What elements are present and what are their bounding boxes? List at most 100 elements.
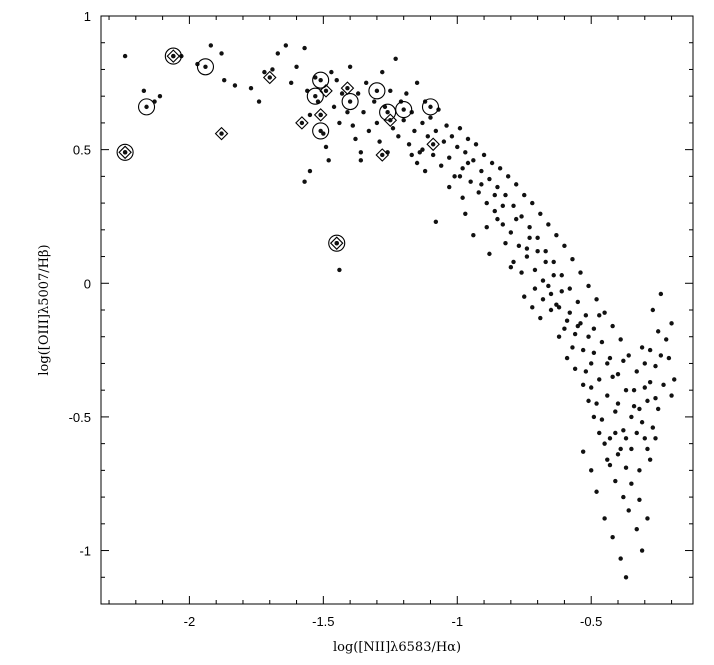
- data-point: [570, 257, 575, 262]
- data-point: [634, 526, 639, 532]
- data-point: [460, 195, 465, 200]
- data-point: [597, 377, 602, 382]
- data-point: [586, 283, 591, 289]
- data-point: [219, 51, 224, 56]
- circled-point-marker: [328, 234, 346, 252]
- data-point: [618, 556, 623, 561]
- data-point: [428, 104, 433, 110]
- data-point: [655, 406, 661, 412]
- diamond-point-marker: [295, 116, 309, 130]
- data-point: [203, 64, 208, 69]
- data-point: [449, 134, 455, 139]
- diamond-point-marker: [262, 70, 277, 85]
- data-point: [465, 136, 471, 142]
- data-point: [414, 80, 420, 86]
- data-point: [219, 131, 224, 136]
- data-point: [645, 516, 650, 521]
- data-point: [594, 297, 599, 302]
- data-point: [414, 160, 420, 166]
- data-point: [495, 184, 500, 190]
- data-point: [559, 273, 564, 278]
- data-point: [144, 104, 149, 110]
- data-point: [358, 150, 364, 155]
- data-point: [594, 489, 599, 494]
- data-point: [401, 107, 406, 112]
- data-point: [484, 200, 489, 206]
- data-point: [580, 449, 586, 454]
- data-point: [613, 409, 618, 414]
- circled-point-marker: [137, 98, 156, 116]
- data-point: [323, 88, 329, 94]
- data-point: [430, 142, 436, 147]
- data-point: [390, 126, 396, 131]
- circled-point-marker: [196, 58, 215, 76]
- data-point: [610, 323, 615, 329]
- data-point: [629, 414, 634, 420]
- data-point: [546, 222, 551, 227]
- data-point: [626, 353, 631, 358]
- data-point: [554, 232, 559, 238]
- data-point: [222, 77, 227, 83]
- data-point: [639, 345, 645, 350]
- circled-point-marker: [341, 92, 359, 111]
- y-tick-label: 0.5: [73, 143, 91, 158]
- diamond-point-marker: [319, 84, 333, 98]
- data-point: [500, 222, 506, 227]
- diamond-point-marker: [313, 108, 328, 122]
- data-point: [455, 144, 460, 150]
- data-point: [422, 168, 428, 174]
- diamond-point-marker: [214, 126, 229, 141]
- data-point: [366, 128, 372, 134]
- data-point: [489, 160, 495, 166]
- data-point: [535, 235, 540, 241]
- data-point: [572, 366, 578, 371]
- data-point: [380, 69, 385, 75]
- data-point: [647, 379, 653, 385]
- data-point: [492, 208, 497, 214]
- data-point: [666, 355, 672, 361]
- data-point: [522, 294, 527, 299]
- data-point: [597, 430, 602, 436]
- data-point: [409, 152, 414, 158]
- data-point: [548, 291, 554, 297]
- data-point: [505, 174, 511, 179]
- data-point: [615, 371, 621, 377]
- data-point: [522, 192, 527, 198]
- data-point: [487, 176, 492, 182]
- circled-point-marker: [395, 100, 413, 119]
- data-point: [452, 174, 457, 179]
- data-point: [514, 182, 519, 187]
- data-point: [425, 134, 431, 139]
- data-point: [270, 67, 275, 72]
- data-point: [556, 334, 562, 339]
- data-point: [329, 69, 334, 75]
- data-point: [669, 393, 674, 398]
- data-point: [393, 56, 398, 61]
- data-point: [275, 51, 280, 56]
- circled-point-marker: [421, 98, 440, 116]
- data-point: [538, 211, 543, 216]
- data-point: [404, 91, 409, 96]
- data-point: [661, 382, 666, 388]
- data-point: [589, 468, 594, 473]
- data-point: [655, 329, 661, 334]
- data-point: [508, 265, 514, 270]
- data-point: [326, 158, 331, 163]
- data-point: [363, 80, 369, 86]
- data-point: [605, 393, 610, 398]
- data-point: [372, 99, 377, 104]
- data-point: [623, 436, 629, 441]
- data-point: [564, 355, 570, 361]
- data-point: [535, 249, 540, 254]
- data-point: [355, 91, 361, 96]
- x-tick-label: -2: [184, 614, 196, 629]
- y-tick-label: 1: [84, 9, 91, 24]
- data-point: [321, 131, 326, 136]
- data-point: [511, 203, 516, 208]
- data-point: [658, 291, 664, 297]
- data-point: [637, 468, 642, 473]
- data-point: [283, 43, 289, 48]
- data-point: [307, 112, 313, 118]
- diamond-point-marker: [166, 49, 181, 63]
- data-point: [578, 270, 583, 275]
